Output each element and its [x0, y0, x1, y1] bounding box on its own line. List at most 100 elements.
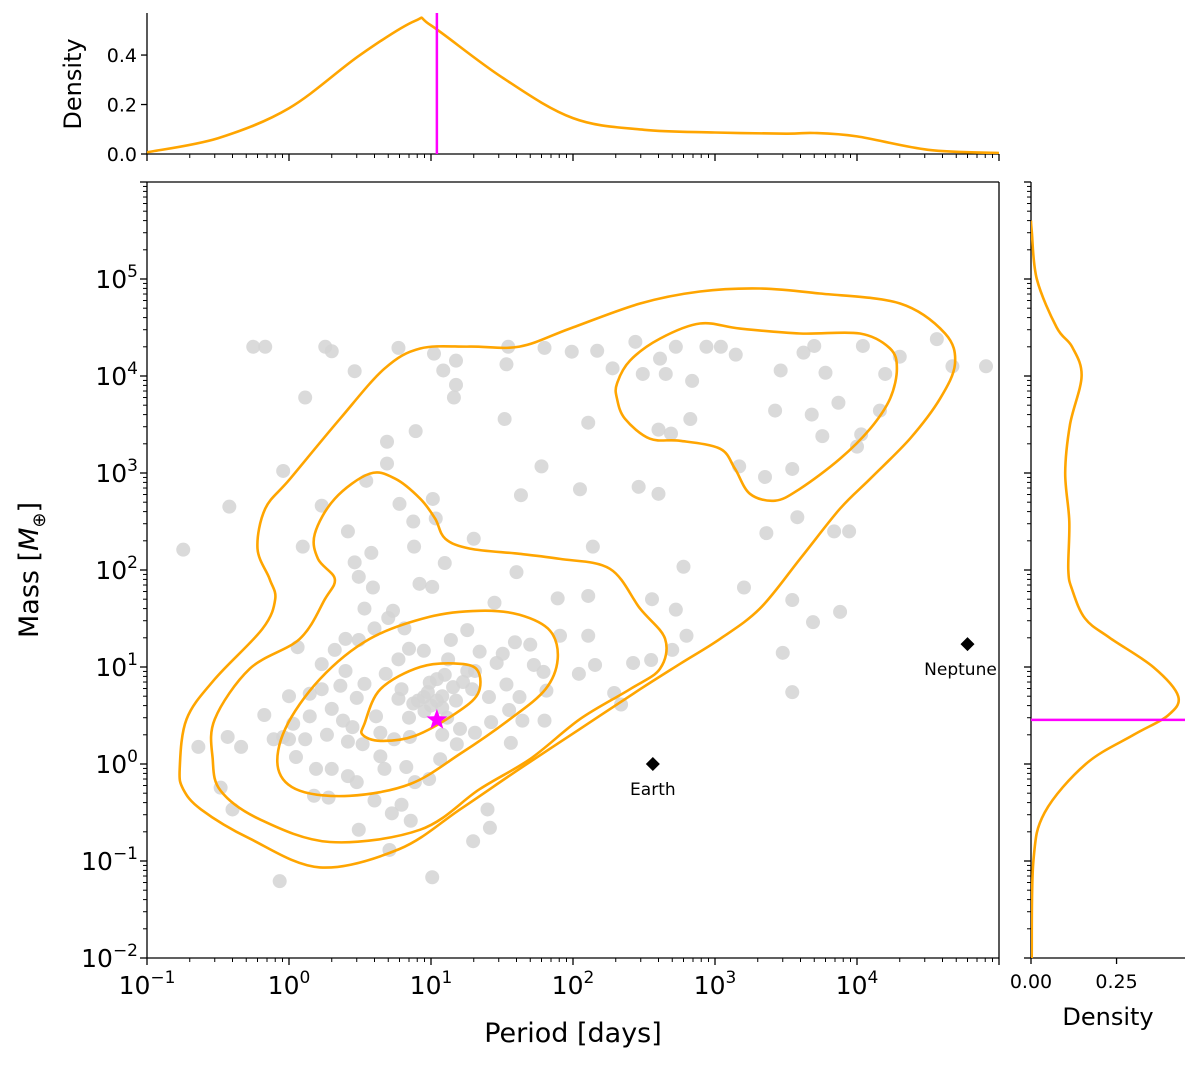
- planet-point: [526, 657, 541, 672]
- planet-point: [420, 685, 435, 700]
- planet-point: [796, 345, 811, 360]
- planet-point: [631, 479, 646, 494]
- planet-point: [588, 657, 603, 672]
- planet-point: [380, 456, 395, 471]
- x-tick-label: 100: [268, 968, 311, 1000]
- planet-point: [489, 655, 504, 670]
- planet-point: [220, 729, 235, 744]
- x-tick-label: 103: [694, 968, 737, 1000]
- planet-point: [357, 676, 372, 691]
- planet-point: [246, 339, 261, 354]
- x-tick-label: 102: [552, 968, 595, 1000]
- planet-point: [407, 539, 422, 554]
- planet-point: [628, 334, 643, 349]
- planet-point: [385, 603, 400, 618]
- planet-point: [403, 813, 418, 828]
- planet-point: [378, 666, 393, 681]
- planet-point: [537, 340, 552, 355]
- planet-point: [499, 677, 514, 692]
- planet-point: [736, 580, 751, 595]
- planet-point: [416, 643, 431, 658]
- planet-point: [855, 338, 870, 353]
- planet-point: [347, 364, 362, 379]
- planet-point: [338, 631, 353, 646]
- planet-point: [827, 524, 842, 539]
- planet-point: [605, 361, 620, 376]
- planet-point: [338, 663, 353, 678]
- planet-point: [340, 524, 355, 539]
- right-x-tick-label: 0.00: [1010, 971, 1052, 993]
- planet-point: [307, 788, 322, 803]
- planet-point: [644, 592, 659, 607]
- planet-point: [258, 339, 273, 354]
- y-tick-label: 104: [95, 359, 138, 391]
- planet-point: [482, 820, 497, 835]
- planet-point: [349, 775, 364, 790]
- planet-point: [466, 834, 481, 849]
- planet-point: [683, 412, 698, 427]
- planet-point: [324, 761, 339, 776]
- planet-point: [806, 615, 821, 630]
- planet-point: [295, 539, 310, 554]
- planet-point: [443, 632, 458, 647]
- planet-point: [427, 346, 442, 361]
- top-y-tick-label: 0.2: [107, 95, 137, 117]
- planet-point: [685, 373, 700, 388]
- planet-point: [979, 359, 994, 374]
- planet-point: [449, 377, 464, 392]
- planet-point: [785, 593, 800, 608]
- planet-point: [340, 734, 355, 749]
- planet-point: [537, 713, 552, 728]
- planet-point: [487, 595, 502, 610]
- x-tick-label: 10−1: [119, 968, 176, 1000]
- target-star-marker: [426, 708, 448, 729]
- planet-point: [626, 655, 641, 670]
- planet-point: [571, 666, 586, 681]
- planet-point: [429, 672, 444, 687]
- reference-diamond-earth: [645, 757, 660, 771]
- planet-point: [480, 802, 495, 817]
- planet-point: [435, 727, 450, 742]
- planet-point: [377, 761, 392, 776]
- planet-point: [373, 725, 388, 740]
- planet-point: [449, 737, 464, 752]
- planet-point: [191, 739, 206, 754]
- planet-point: [676, 559, 691, 574]
- planet-point: [319, 727, 334, 742]
- planet-point: [929, 332, 944, 347]
- x-tick-label: 101: [410, 968, 453, 1000]
- planet-point: [425, 870, 440, 885]
- planet-point: [713, 339, 728, 354]
- planet-point: [402, 641, 417, 656]
- y-tick-label: 100: [95, 747, 138, 779]
- planet-point: [564, 344, 579, 359]
- planet-point: [644, 653, 659, 668]
- contour-line: [614, 321, 899, 503]
- y-axis-label: Mass [M⊕]: [14, 502, 50, 638]
- planet-point: [351, 822, 366, 837]
- y-tick-label: 10−1: [81, 844, 138, 876]
- planet-point: [534, 459, 549, 474]
- planet-point: [758, 469, 773, 484]
- reference-diamond-neptune: [960, 637, 975, 652]
- density-contours: [178, 287, 957, 869]
- planet-point: [225, 802, 240, 817]
- planet-point: [391, 691, 406, 706]
- scatter-points: [176, 332, 994, 889]
- planet-point: [391, 652, 406, 667]
- planet-point: [272, 874, 287, 889]
- planet-point: [590, 343, 605, 358]
- planet-point: [406, 514, 421, 529]
- planet-point: [234, 739, 249, 754]
- x-tick-label: 104: [836, 968, 879, 1000]
- planet-point: [373, 749, 388, 764]
- planet-point: [446, 390, 461, 405]
- planet-point: [460, 623, 475, 638]
- planet-point: [507, 635, 522, 650]
- planet-point: [412, 576, 427, 591]
- y-tick-label: 103: [95, 456, 138, 488]
- planet-point: [484, 715, 499, 730]
- planet-point: [302, 686, 317, 701]
- top-marginal-density: 0.0 0.2 0.4: [107, 13, 999, 166]
